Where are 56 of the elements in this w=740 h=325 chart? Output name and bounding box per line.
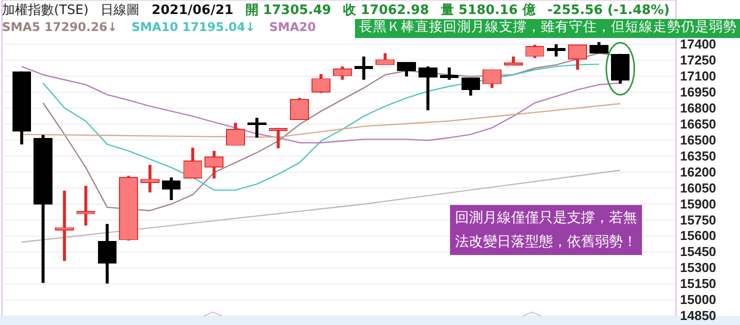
y-tick-label: 15900 [680,196,716,212]
y-tick-label: 16650 [680,116,716,132]
text: 量 5180.16 億 [440,2,536,18]
candlestick [162,177,181,200]
y-tick-label: 16950 [680,84,716,100]
candlestick [98,224,117,284]
y-tick-label: 17250 [680,52,716,68]
candlestick [461,78,480,96]
line-series [21,66,621,144]
text: 長黑Ｋ棒直接回測月線支撐，雖有守住，但短線走勢仍是弱勢 [359,19,737,35]
candlestick [525,44,544,58]
y-tick-label: 17400 [680,36,716,52]
candlestick [140,164,160,192]
candlestick [76,186,96,226]
y-tick-label: 15600 [680,228,716,244]
text: SMA20 [269,20,316,34]
text: SMA5 17290.26↓ [2,20,118,34]
chart-title: 加權指數(TSE) [2,3,89,18]
y-tick-label: 16800 [680,100,716,116]
line-series [21,103,621,138]
y-tick-label: 15750 [680,212,716,228]
candlestick [482,69,502,88]
candlestick [183,148,202,179]
candlestick [268,128,288,148]
text: 開 17305.49 [245,3,332,18]
candlestick [546,44,566,57]
candlestick [55,190,74,262]
candlestick [568,44,587,70]
line-series [42,64,600,191]
annotation: 回測月線僅僅只是支撐，若無法改變日落型態，依舊弱勢！ [455,210,637,250]
candlestick [354,56,374,80]
y-tick-label: 15300 [680,260,716,276]
candlestick [204,150,224,178]
y-tick-label: 16500 [680,132,716,148]
text: 收 17062.98 [343,3,430,18]
candlestick [440,67,459,80]
candlestick [397,62,416,76]
candlestick [332,66,352,80]
text: 2021/06/21 [152,3,234,18]
candlestick [376,53,395,66]
text: -255.56 (-1.48%) [547,3,670,18]
y-tick-label: 15150 [680,276,716,292]
candlestick [226,122,245,146]
candlestick [290,98,310,120]
y-tick-label: 14850 [680,308,716,324]
text: SMA10 17195.04↓ [131,20,256,34]
chart-subtitle: 日線圖 [100,3,140,18]
candlestick [418,66,438,110]
y-tick-label: 16350 [680,148,716,164]
candlestick [312,74,330,93]
candlestick [590,42,608,54]
y-tick-label: 16050 [680,180,716,196]
y-tick-label: 16200 [680,164,716,180]
y-tick-label: 17100 [680,68,716,84]
y-tick-label: 15450 [680,244,716,260]
y-tick-label: 15000 [680,292,716,308]
